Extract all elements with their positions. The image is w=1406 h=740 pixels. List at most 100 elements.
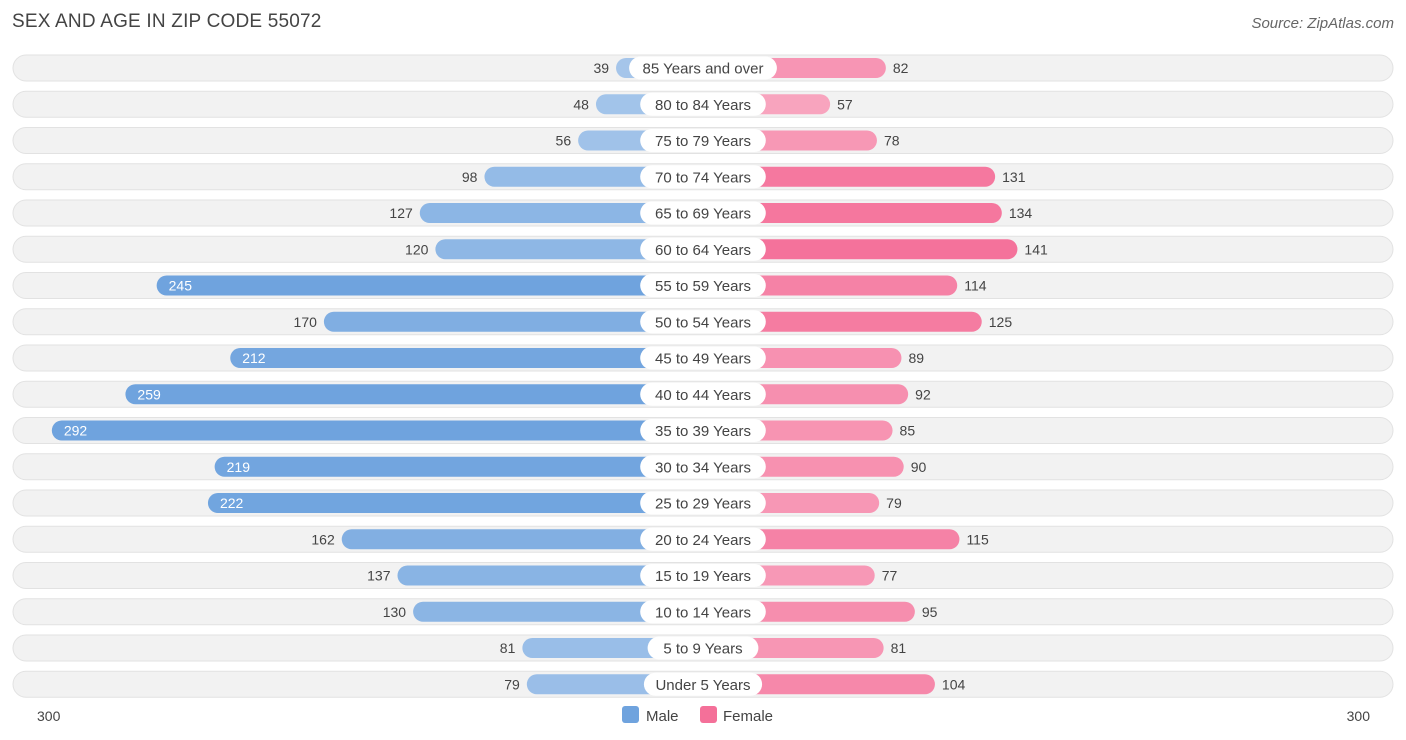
category-pill bbox=[640, 274, 766, 297]
female-value-label: 115 bbox=[966, 531, 989, 547]
category-label: 5 to 9 Years bbox=[663, 641, 742, 658]
category-pill bbox=[640, 129, 766, 152]
male-value-label: 170 bbox=[294, 314, 318, 330]
category-label: 35 to 39 Years bbox=[655, 423, 751, 440]
male-value-label: 98 bbox=[462, 169, 478, 185]
female-value-label: 92 bbox=[915, 386, 931, 402]
category-pill bbox=[643, 672, 763, 696]
male-bar bbox=[323, 311, 703, 332]
category-pill bbox=[640, 419, 766, 442]
male-bar bbox=[419, 203, 703, 223]
chart-row: 245 114 55 to 59 Years bbox=[12, 272, 1394, 299]
chart-row: 130 95 10 to 14 Years bbox=[12, 598, 1394, 626]
category-pill bbox=[640, 600, 766, 624]
category-label: Under 5 Years bbox=[655, 677, 750, 694]
female-value-label: 134 bbox=[1009, 205, 1033, 221]
female-value-label: 131 bbox=[1002, 169, 1026, 185]
male-value-label: 39 bbox=[593, 60, 609, 76]
legend-male-label: Male bbox=[646, 708, 679, 725]
category-pill bbox=[640, 455, 766, 479]
male-value-label: 56 bbox=[556, 133, 572, 149]
category-pill bbox=[640, 491, 766, 515]
female-bar bbox=[703, 239, 1018, 260]
category-pill bbox=[647, 636, 759, 660]
male-bar bbox=[125, 384, 704, 405]
chart-row: 39 82 85 Years and over bbox=[12, 54, 1394, 82]
chart-row: 56 78 75 to 79 Years bbox=[12, 127, 1394, 154]
chart-row: 79 104 Under 5 Years bbox=[12, 670, 1394, 698]
chart-row: 81 81 5 to 9 Years bbox=[12, 634, 1394, 662]
category-label: 40 to 44 Years bbox=[655, 387, 751, 404]
female-bar bbox=[703, 529, 960, 550]
female-value-label: 82 bbox=[893, 60, 909, 76]
male-bar bbox=[435, 239, 703, 260]
female-value-label: 90 bbox=[911, 459, 927, 475]
male-bar bbox=[156, 275, 703, 296]
female-value-label: 95 bbox=[922, 604, 938, 620]
female-bar bbox=[703, 203, 1002, 223]
female-value-label: 114 bbox=[964, 278, 987, 294]
male-value-label: 245 bbox=[169, 278, 193, 294]
category-label: 80 to 84 Years bbox=[655, 97, 751, 114]
category-label: 55 to 59 Years bbox=[655, 278, 751, 295]
category-pill bbox=[640, 165, 766, 189]
female-value-label: 125 bbox=[989, 314, 1013, 330]
legend-female-swatch bbox=[700, 706, 717, 723]
female-value-label: 89 bbox=[908, 350, 924, 366]
male-bar bbox=[230, 348, 704, 368]
category-pill bbox=[640, 346, 766, 370]
category-label: 60 to 64 Years bbox=[655, 242, 751, 259]
category-label: 30 to 34 Years bbox=[655, 459, 751, 476]
category-label: 10 to 14 Years bbox=[655, 604, 751, 621]
category-pill bbox=[640, 310, 766, 334]
category-label: 25 to 29 Years bbox=[655, 496, 751, 513]
female-value-label: 81 bbox=[891, 640, 907, 656]
female-value-label: 85 bbox=[900, 423, 916, 439]
category-pill bbox=[640, 92, 766, 116]
female-value-label: 104 bbox=[942, 676, 966, 692]
axis-right-label: 300 bbox=[1347, 708, 1371, 724]
male-value-label: 212 bbox=[242, 350, 266, 366]
female-value-label: 77 bbox=[882, 568, 898, 584]
male-value-label: 127 bbox=[389, 205, 413, 221]
male-bar bbox=[51, 420, 703, 441]
female-value-label: 141 bbox=[1024, 241, 1048, 257]
chart-row: 219 90 30 to 34 Years bbox=[12, 453, 1394, 481]
male-value-label: 48 bbox=[573, 96, 589, 112]
category-pill bbox=[629, 56, 777, 80]
category-label: 65 to 69 Years bbox=[655, 206, 751, 223]
category-pill bbox=[640, 382, 766, 406]
male-value-label: 219 bbox=[227, 459, 251, 475]
legend-male-swatch bbox=[622, 706, 639, 723]
chart-title: SEX AND AGE IN ZIP CODE 55072 bbox=[12, 11, 322, 32]
chart-row: 212 89 45 to 49 Years bbox=[12, 344, 1394, 372]
male-bar bbox=[397, 565, 703, 586]
male-value-label: 162 bbox=[311, 531, 335, 547]
chart-row: 162 115 20 to 24 Years bbox=[12, 525, 1394, 553]
category-pill bbox=[640, 201, 766, 225]
category-pill bbox=[640, 564, 766, 587]
female-value-label: 78 bbox=[884, 133, 900, 149]
category-label: 15 to 19 Years bbox=[655, 568, 751, 585]
source-label: Source: ZipAtlas.com bbox=[1251, 15, 1394, 32]
category-label: 45 to 49 Years bbox=[655, 351, 751, 368]
male-value-label: 130 bbox=[383, 604, 407, 620]
chart-row: 48 57 80 to 84 Years bbox=[12, 90, 1394, 118]
male-value-label: 81 bbox=[500, 640, 516, 656]
chart-row: 222 79 25 to 29 Years bbox=[12, 489, 1394, 517]
male-value-label: 79 bbox=[504, 676, 520, 692]
female-value-label: 57 bbox=[837, 96, 853, 112]
female-value-label: 79 bbox=[886, 495, 902, 511]
category-label: 50 to 54 Years bbox=[655, 314, 751, 331]
male-bar bbox=[341, 529, 703, 550]
male-bar bbox=[214, 456, 703, 477]
category-label: 70 to 74 Years bbox=[655, 169, 751, 186]
chart-row: 292 85 35 to 39 Years bbox=[12, 417, 1394, 444]
category-label: 20 to 24 Years bbox=[655, 532, 751, 549]
chart-row: 98 131 70 to 74 Years bbox=[12, 163, 1394, 191]
male-bar bbox=[207, 493, 703, 513]
male-value-label: 137 bbox=[367, 568, 391, 584]
female-bar bbox=[703, 166, 996, 187]
category-pill bbox=[640, 237, 766, 261]
